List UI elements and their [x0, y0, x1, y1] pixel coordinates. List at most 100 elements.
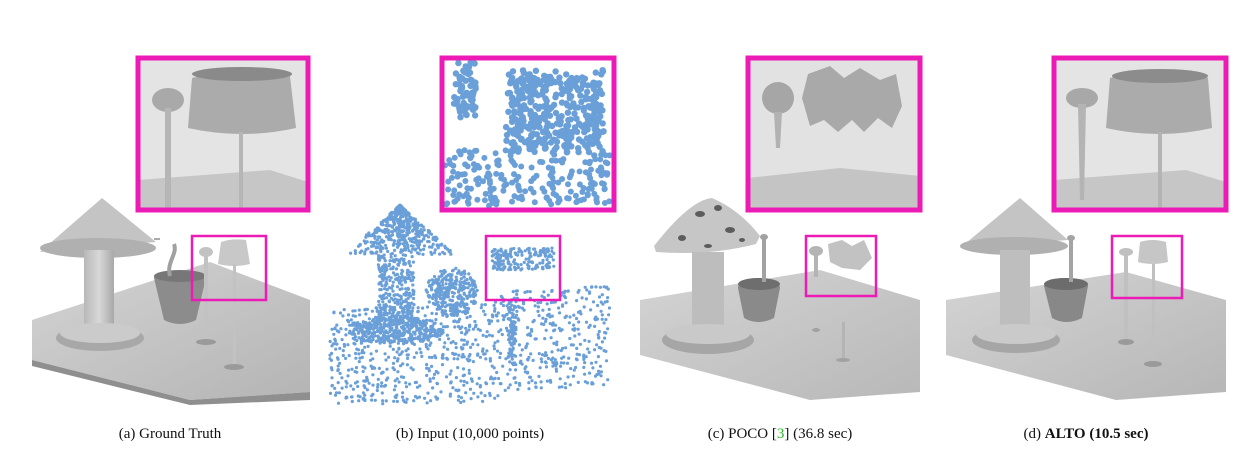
point — [456, 310, 460, 314]
point — [333, 386, 337, 390]
point — [580, 107, 587, 114]
point — [355, 338, 359, 343]
point — [358, 243, 362, 247]
point — [354, 366, 359, 370]
point — [500, 187, 507, 194]
point — [603, 300, 607, 304]
point — [359, 341, 363, 345]
point — [527, 246, 531, 250]
point — [567, 188, 574, 195]
point — [390, 308, 394, 312]
point — [567, 171, 574, 178]
point — [550, 178, 557, 185]
point — [434, 312, 438, 316]
point — [512, 330, 516, 334]
point — [502, 147, 509, 154]
point — [519, 263, 523, 267]
point — [399, 250, 403, 254]
point — [341, 353, 345, 358]
point — [376, 377, 380, 381]
point — [528, 164, 535, 171]
point — [367, 381, 371, 385]
point — [536, 305, 540, 309]
point — [379, 384, 383, 388]
point — [441, 283, 445, 287]
point — [426, 347, 430, 351]
point — [508, 360, 512, 364]
point — [475, 288, 479, 292]
point — [468, 352, 472, 357]
point — [417, 252, 421, 256]
point — [391, 230, 395, 234]
point — [395, 350, 399, 354]
point — [373, 366, 377, 370]
point — [508, 252, 513, 256]
point — [540, 294, 544, 298]
point — [443, 305, 447, 309]
point — [460, 347, 464, 351]
citation-link[interactable]: 3 — [776, 426, 785, 442]
point — [480, 178, 486, 185]
point — [419, 351, 423, 355]
point — [488, 359, 492, 363]
point — [541, 308, 545, 312]
point — [560, 356, 564, 360]
point — [428, 343, 432, 347]
point — [542, 296, 546, 300]
point — [391, 347, 395, 351]
point — [379, 273, 383, 277]
point — [462, 373, 466, 377]
point — [575, 346, 579, 350]
point — [380, 284, 384, 288]
point — [407, 227, 411, 231]
point — [422, 247, 426, 251]
point — [560, 328, 564, 332]
point — [401, 391, 405, 395]
point — [538, 366, 542, 370]
point — [588, 323, 592, 327]
point — [376, 263, 380, 267]
point — [601, 185, 608, 192]
point — [414, 324, 418, 328]
point — [528, 290, 532, 294]
point — [436, 283, 440, 288]
point — [555, 199, 562, 206]
point — [342, 342, 346, 347]
point — [449, 278, 453, 282]
point — [461, 280, 465, 284]
point — [600, 317, 604, 321]
point — [360, 249, 364, 253]
point — [406, 296, 410, 300]
point — [388, 292, 392, 296]
point — [525, 342, 529, 346]
point — [604, 331, 608, 335]
point — [522, 188, 529, 195]
point — [515, 194, 522, 201]
point — [454, 352, 458, 356]
point — [405, 397, 409, 401]
point — [405, 241, 409, 245]
point — [591, 366, 595, 370]
point — [393, 254, 397, 258]
point — [401, 362, 405, 366]
point — [468, 323, 472, 327]
point — [444, 200, 451, 207]
point — [349, 251, 353, 255]
point — [528, 97, 535, 105]
point — [431, 278, 435, 282]
point — [599, 120, 606, 127]
point — [465, 316, 469, 320]
point — [419, 229, 423, 233]
point — [576, 310, 581, 314]
point — [494, 158, 501, 165]
point — [426, 337, 430, 341]
point — [454, 95, 461, 103]
point — [405, 233, 409, 237]
point — [550, 350, 554, 354]
point — [388, 259, 392, 263]
point — [429, 286, 433, 290]
point — [442, 311, 446, 315]
point — [527, 355, 531, 359]
point — [508, 348, 512, 353]
point — [511, 141, 518, 148]
